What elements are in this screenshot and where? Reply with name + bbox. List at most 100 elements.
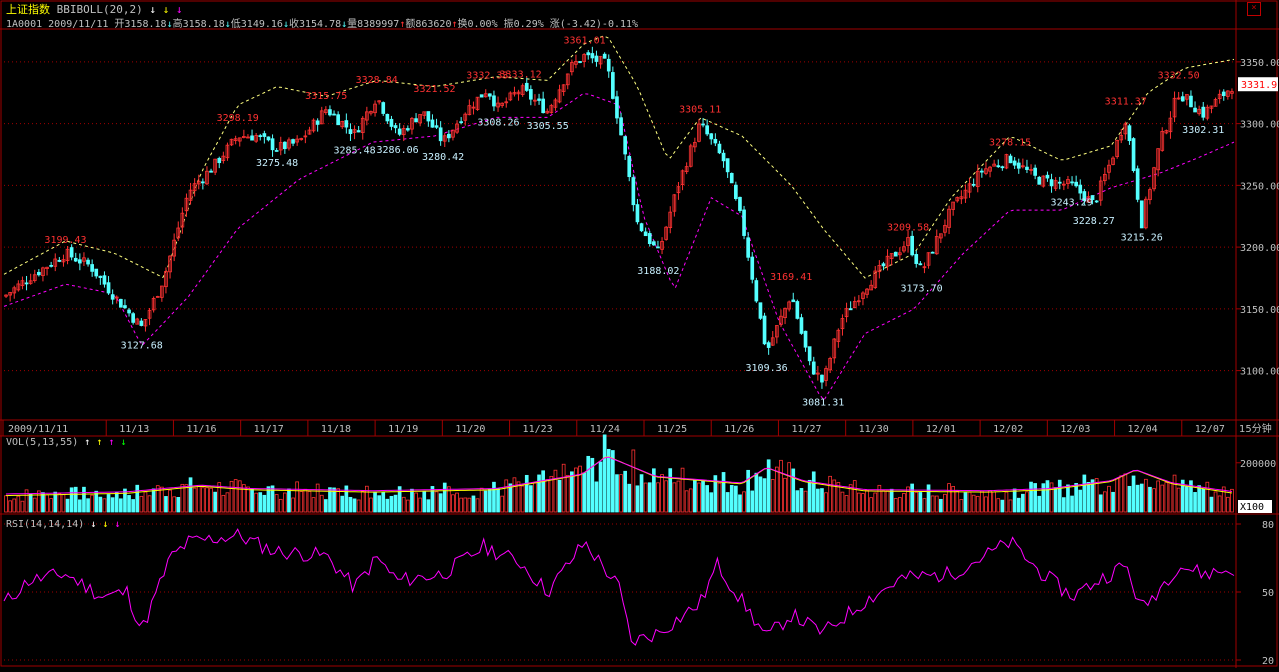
candle-body	[898, 252, 902, 256]
price-info-bar: 1A0001 2009/11/11 开3158.18↓高3158.18↓低314…	[6, 19, 639, 30]
candle-body	[192, 183, 197, 192]
candle-body	[1074, 181, 1078, 187]
vol-bar	[86, 498, 90, 513]
date-axis: 2009/11/11 11/13 11/16 11/17 11/18 11/19 11/20…	[2, 420, 1272, 436]
indicator-label[interactable]: BBIBOLL(20,2)	[56, 3, 143, 16]
vol-bar	[1021, 493, 1025, 513]
candle-body	[1209, 105, 1214, 109]
candle-body	[57, 259, 62, 262]
candle-body	[734, 184, 738, 199]
vol-bar	[852, 480, 857, 513]
candle-body	[406, 128, 410, 131]
vol-bar	[20, 500, 25, 513]
candle-body	[492, 95, 496, 107]
rsi-tick-label: 50	[1262, 588, 1274, 599]
candle-body	[1070, 181, 1074, 184]
vol-bar	[885, 490, 890, 513]
candle-body	[1123, 123, 1128, 135]
vol-bar	[172, 496, 176, 513]
candle-body	[295, 138, 299, 143]
vol-bar	[873, 492, 878, 513]
vol-bar	[578, 465, 582, 513]
vol-bar	[393, 494, 398, 513]
candle-body	[1033, 167, 1037, 176]
vol-bar	[479, 487, 484, 513]
vol-label[interactable]: VOL(5,13,55)	[6, 437, 79, 448]
vol-bar	[504, 479, 509, 513]
index-title[interactable]: 上证指数	[6, 3, 50, 16]
candle-body	[811, 361, 816, 375]
vol-bar	[287, 488, 291, 513]
vol-bar	[754, 472, 759, 513]
candle-body	[885, 255, 890, 267]
candle-body	[619, 117, 623, 136]
vol-bar	[1230, 488, 1234, 513]
candle-body	[463, 113, 468, 121]
vol-bar	[1037, 495, 1042, 513]
price-annotation: 3332.33	[466, 71, 508, 82]
vol-bar	[24, 489, 29, 513]
candle-body	[729, 172, 734, 184]
vol-bar	[299, 491, 304, 513]
candle-body	[410, 118, 414, 130]
candle-body	[488, 93, 492, 97]
candle-body	[229, 138, 234, 146]
close-icon[interactable]: ×	[1247, 2, 1261, 16]
candle-body	[963, 189, 968, 199]
high-value: 高3158.18	[172, 19, 225, 30]
vol-bar	[430, 486, 435, 513]
vol-bar	[1070, 495, 1074, 513]
candle-body	[1201, 106, 1206, 118]
vol-bar	[1197, 485, 1201, 513]
vol-unit-tag	[1238, 500, 1272, 513]
vol-bar	[53, 491, 58, 513]
candle-body	[127, 309, 131, 314]
vol-bar	[693, 480, 697, 513]
date-label: 11/16	[186, 424, 216, 435]
vol-bar	[373, 491, 377, 513]
candle-body	[147, 310, 152, 319]
candle-body	[483, 93, 488, 98]
vol-bar	[164, 496, 168, 513]
vol-bar	[881, 490, 886, 513]
candle-body	[434, 125, 439, 128]
candle-body	[250, 135, 254, 141]
vol-bar	[869, 497, 873, 513]
candle-body	[570, 62, 574, 73]
candle-body	[553, 99, 558, 108]
candle-body	[155, 296, 160, 298]
candle-body	[213, 158, 217, 173]
candle-body	[344, 120, 349, 128]
candle-body	[565, 73, 570, 86]
candle-body	[746, 237, 750, 258]
candle-body	[1189, 95, 1193, 108]
candle-body	[861, 292, 865, 299]
candle-body	[299, 137, 304, 141]
candle-body	[291, 139, 295, 144]
vol-bar	[1172, 474, 1177, 513]
candle-body	[541, 98, 545, 114]
vol-bar	[750, 490, 755, 513]
candle-body	[947, 208, 951, 228]
vol-bar	[824, 492, 828, 513]
vol-bar	[213, 491, 217, 513]
vol-bar	[278, 498, 283, 513]
candle-body	[1082, 191, 1087, 202]
vol-bar	[270, 485, 275, 513]
vol-bar	[340, 495, 345, 513]
candle-body	[939, 233, 943, 239]
candle-body	[45, 266, 49, 269]
candle-body	[1053, 180, 1058, 189]
vol-bar	[865, 489, 869, 513]
vol-bar	[266, 486, 271, 513]
candle-body	[1193, 107, 1197, 113]
price-annotation: 3228.27	[1073, 216, 1115, 227]
candle-body	[176, 227, 181, 239]
candle-body	[500, 102, 504, 106]
candle-body	[1156, 148, 1160, 171]
candle-body	[459, 121, 463, 124]
candle-body	[529, 89, 533, 100]
vol-bar	[791, 468, 796, 513]
vol-bar	[422, 491, 427, 513]
rsi-label[interactable]: RSI(14,14,14)	[6, 519, 85, 530]
